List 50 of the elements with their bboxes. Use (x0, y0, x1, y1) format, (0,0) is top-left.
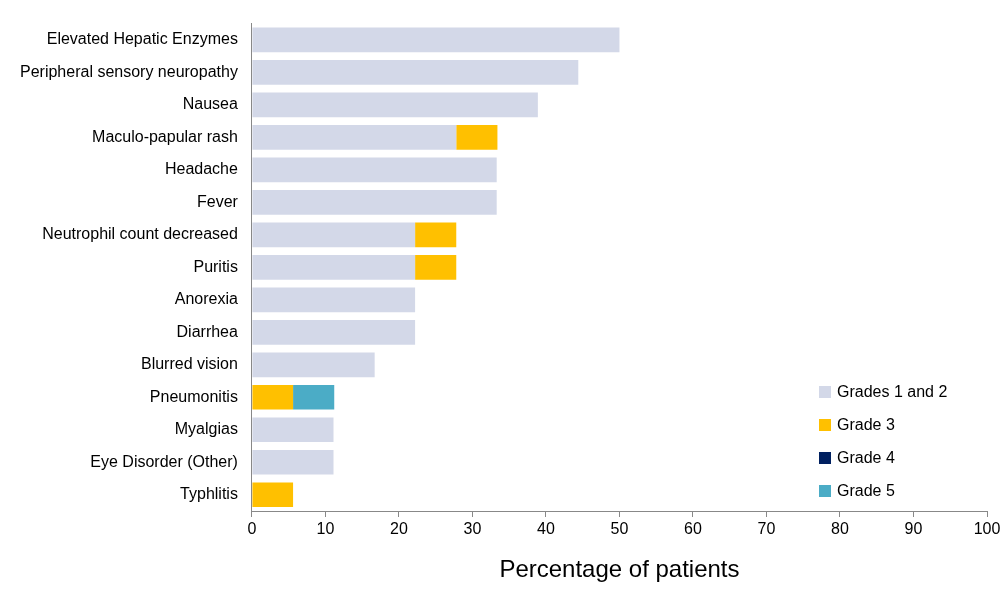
x-tick-label: 30 (463, 520, 482, 538)
bar (252, 417, 334, 443)
x-tick-label: 100 (973, 520, 1001, 538)
bar (252, 352, 375, 378)
y-tick-label: Elevated Hepatic Enzymes (46, 30, 238, 48)
x-tick-label: 20 (390, 520, 408, 538)
y-tick-label: Typhlitis (180, 485, 238, 503)
y-tick-label: Fever (197, 192, 239, 210)
x-tick-label: 10 (316, 520, 335, 538)
bar (252, 92, 538, 118)
bar (252, 59, 579, 85)
x-tick-label: 0 (247, 520, 257, 538)
y-tick-label: Anorexia (174, 290, 238, 308)
y-tick-label: Maculo-papular rash (92, 127, 238, 145)
x-tick-label: 90 (904, 520, 923, 538)
y-tick-label: Eye Disorder (Other) (90, 452, 238, 470)
bar (252, 482, 294, 508)
bar (252, 254, 416, 280)
bar (252, 27, 620, 53)
bar (456, 124, 498, 150)
bar (415, 254, 457, 280)
legend-label: Grades 1 and 2 (837, 382, 948, 401)
legend-label: Grade 3 (837, 415, 895, 434)
bar (415, 222, 457, 248)
y-tick-label: Diarrhea (176, 322, 239, 340)
bar (252, 189, 497, 215)
x-tick-label: 60 (684, 520, 702, 538)
y-tick-label: Pneumonitis (149, 387, 238, 405)
y-tick-label: Nausea (182, 95, 238, 113)
y-tick-label: Peripheral sensory neuropathy (20, 62, 238, 80)
bar (252, 124, 457, 150)
bar (293, 384, 335, 410)
legend-label: Grade 5 (837, 481, 895, 500)
x-tick-label: 70 (757, 520, 776, 538)
y-tick-label: Neutrophil count decreased (42, 225, 238, 243)
bar (252, 287, 416, 313)
x-tick-label: 80 (831, 520, 849, 538)
legend-label: Grade 4 (837, 448, 895, 467)
x-tick-label: 50 (610, 520, 629, 538)
y-tick-label: Puritis (193, 257, 238, 275)
bar (252, 384, 294, 410)
bar (252, 449, 334, 475)
x-axis-title: Percentage of patients (499, 555, 740, 583)
y-tick-label: Myalgias (174, 420, 238, 438)
bar (252, 319, 416, 345)
bar (252, 157, 497, 183)
x-tick-label: 40 (537, 520, 555, 538)
bar (252, 222, 416, 248)
y-tick-label: Headache (164, 160, 238, 178)
y-tick-label: Blurred vision (140, 355, 238, 373)
